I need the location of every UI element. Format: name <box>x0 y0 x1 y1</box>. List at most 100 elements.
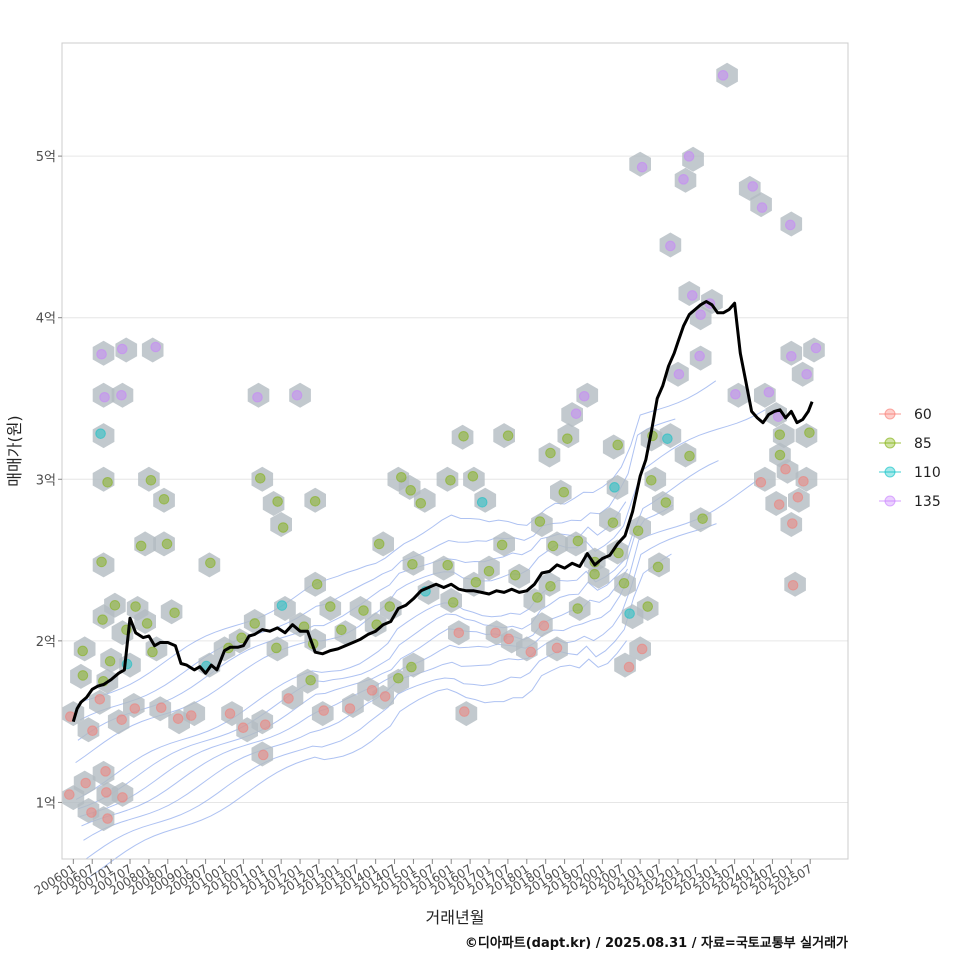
hexbin-cell <box>198 552 221 578</box>
hexbin-cell <box>674 167 697 193</box>
hexbin-cell <box>153 487 175 513</box>
hexbin-cell <box>92 382 115 408</box>
hexbin-cell <box>92 806 115 832</box>
scatter-point <box>77 670 89 681</box>
scatter-point <box>447 597 459 608</box>
density-contour <box>87 640 627 879</box>
scatter-point <box>366 685 378 696</box>
scatter-points <box>64 70 822 824</box>
scatter-point <box>405 485 416 496</box>
hexbin-cell <box>689 305 712 331</box>
hexbin-cell <box>667 361 689 387</box>
scatter-point <box>787 518 798 529</box>
scatter-point <box>205 557 216 569</box>
scatter-point <box>545 581 556 592</box>
legend: 60 85 110 135 <box>879 407 941 510</box>
scatter-point <box>538 620 550 632</box>
scatter-point <box>406 661 417 673</box>
scatter-point <box>291 389 303 401</box>
scatter-point <box>810 342 822 354</box>
scatter-point <box>525 646 537 658</box>
hexbin-cell <box>674 442 697 468</box>
scatter-point <box>509 569 521 581</box>
scatter-point <box>612 439 624 451</box>
scatter-point <box>652 561 664 573</box>
scatter-point <box>589 568 600 580</box>
scatter-point <box>476 496 488 508</box>
hexbin-cell <box>576 382 599 408</box>
scatter-point <box>697 513 708 524</box>
scatter-point <box>116 389 127 401</box>
scatter-point <box>547 540 559 552</box>
hexbin-cell <box>765 402 787 428</box>
scatter-point <box>804 427 815 438</box>
hexbin-cell <box>750 192 772 218</box>
hexbin-cell <box>77 717 100 743</box>
hexbin-cell <box>659 232 682 258</box>
scatter-point <box>801 368 812 380</box>
hexbin-cell <box>640 426 663 452</box>
legend-key-dot <box>884 408 896 420</box>
scatter-point <box>532 592 543 603</box>
hexbin-cell <box>100 647 122 673</box>
scatter-point <box>624 608 635 619</box>
scatter-point <box>150 341 161 353</box>
hexbin-cell <box>111 382 134 408</box>
scatter-point <box>324 601 336 612</box>
scatter-point <box>545 447 556 459</box>
density-contour <box>77 504 674 810</box>
hexbin-cell <box>304 487 326 513</box>
scatter-point <box>632 525 644 537</box>
scatter-point <box>572 603 584 614</box>
hexbin-cell <box>448 620 470 646</box>
y-tick-label: 3억 <box>36 473 56 488</box>
scatter-point <box>185 710 197 721</box>
hexbin-cell <box>304 571 326 597</box>
scatter-point <box>97 614 108 625</box>
scatter-point <box>249 618 261 629</box>
scatter-point <box>283 693 294 704</box>
scatter-point <box>135 540 147 552</box>
scatter-point <box>99 391 110 403</box>
scatter-point <box>393 672 404 684</box>
hexbin-cell <box>689 345 712 371</box>
scatter-point <box>309 495 321 507</box>
hexbin-cell <box>568 596 591 621</box>
hexbin-cell <box>648 552 670 578</box>
hexbin-cell <box>629 636 651 662</box>
hexbin-cell <box>557 423 580 449</box>
hexbin-cell <box>247 382 270 408</box>
hexbin-cell <box>160 599 183 625</box>
hexbin-cell <box>776 458 799 484</box>
density-contour <box>85 553 672 860</box>
density-contour <box>75 460 719 800</box>
hexbin-cell <box>478 555 500 581</box>
legend-label: 85 <box>914 436 932 452</box>
scatter-point <box>756 202 768 213</box>
scatter-point <box>102 476 113 488</box>
hexbin-cell <box>791 361 814 387</box>
hexbin-cell <box>296 668 319 694</box>
hexbin-cell <box>111 781 134 807</box>
hexbin-cell <box>772 423 795 449</box>
hexbin-cell <box>561 402 583 428</box>
scatter-point <box>318 705 330 716</box>
y-axis: 1억 2억 3억 4억 5억 <box>36 150 62 811</box>
y-tick-label: 5억 <box>36 150 56 165</box>
scatter-point <box>344 703 356 714</box>
scatter-point <box>224 708 236 719</box>
scatter-point <box>407 559 418 570</box>
scatter-point <box>254 472 266 484</box>
hexbin-cell <box>402 652 425 678</box>
scatter-point <box>96 556 107 568</box>
scatter-point <box>453 627 465 639</box>
scatter-point <box>695 309 706 320</box>
scatter-point <box>755 476 767 488</box>
density-contour <box>79 418 676 721</box>
hexbin-cell <box>531 612 553 638</box>
scatter-point <box>483 565 495 577</box>
scatter-point <box>129 703 141 714</box>
scatter-point <box>792 491 804 503</box>
hexbin-cell <box>463 466 485 492</box>
scatter-point <box>683 151 695 162</box>
